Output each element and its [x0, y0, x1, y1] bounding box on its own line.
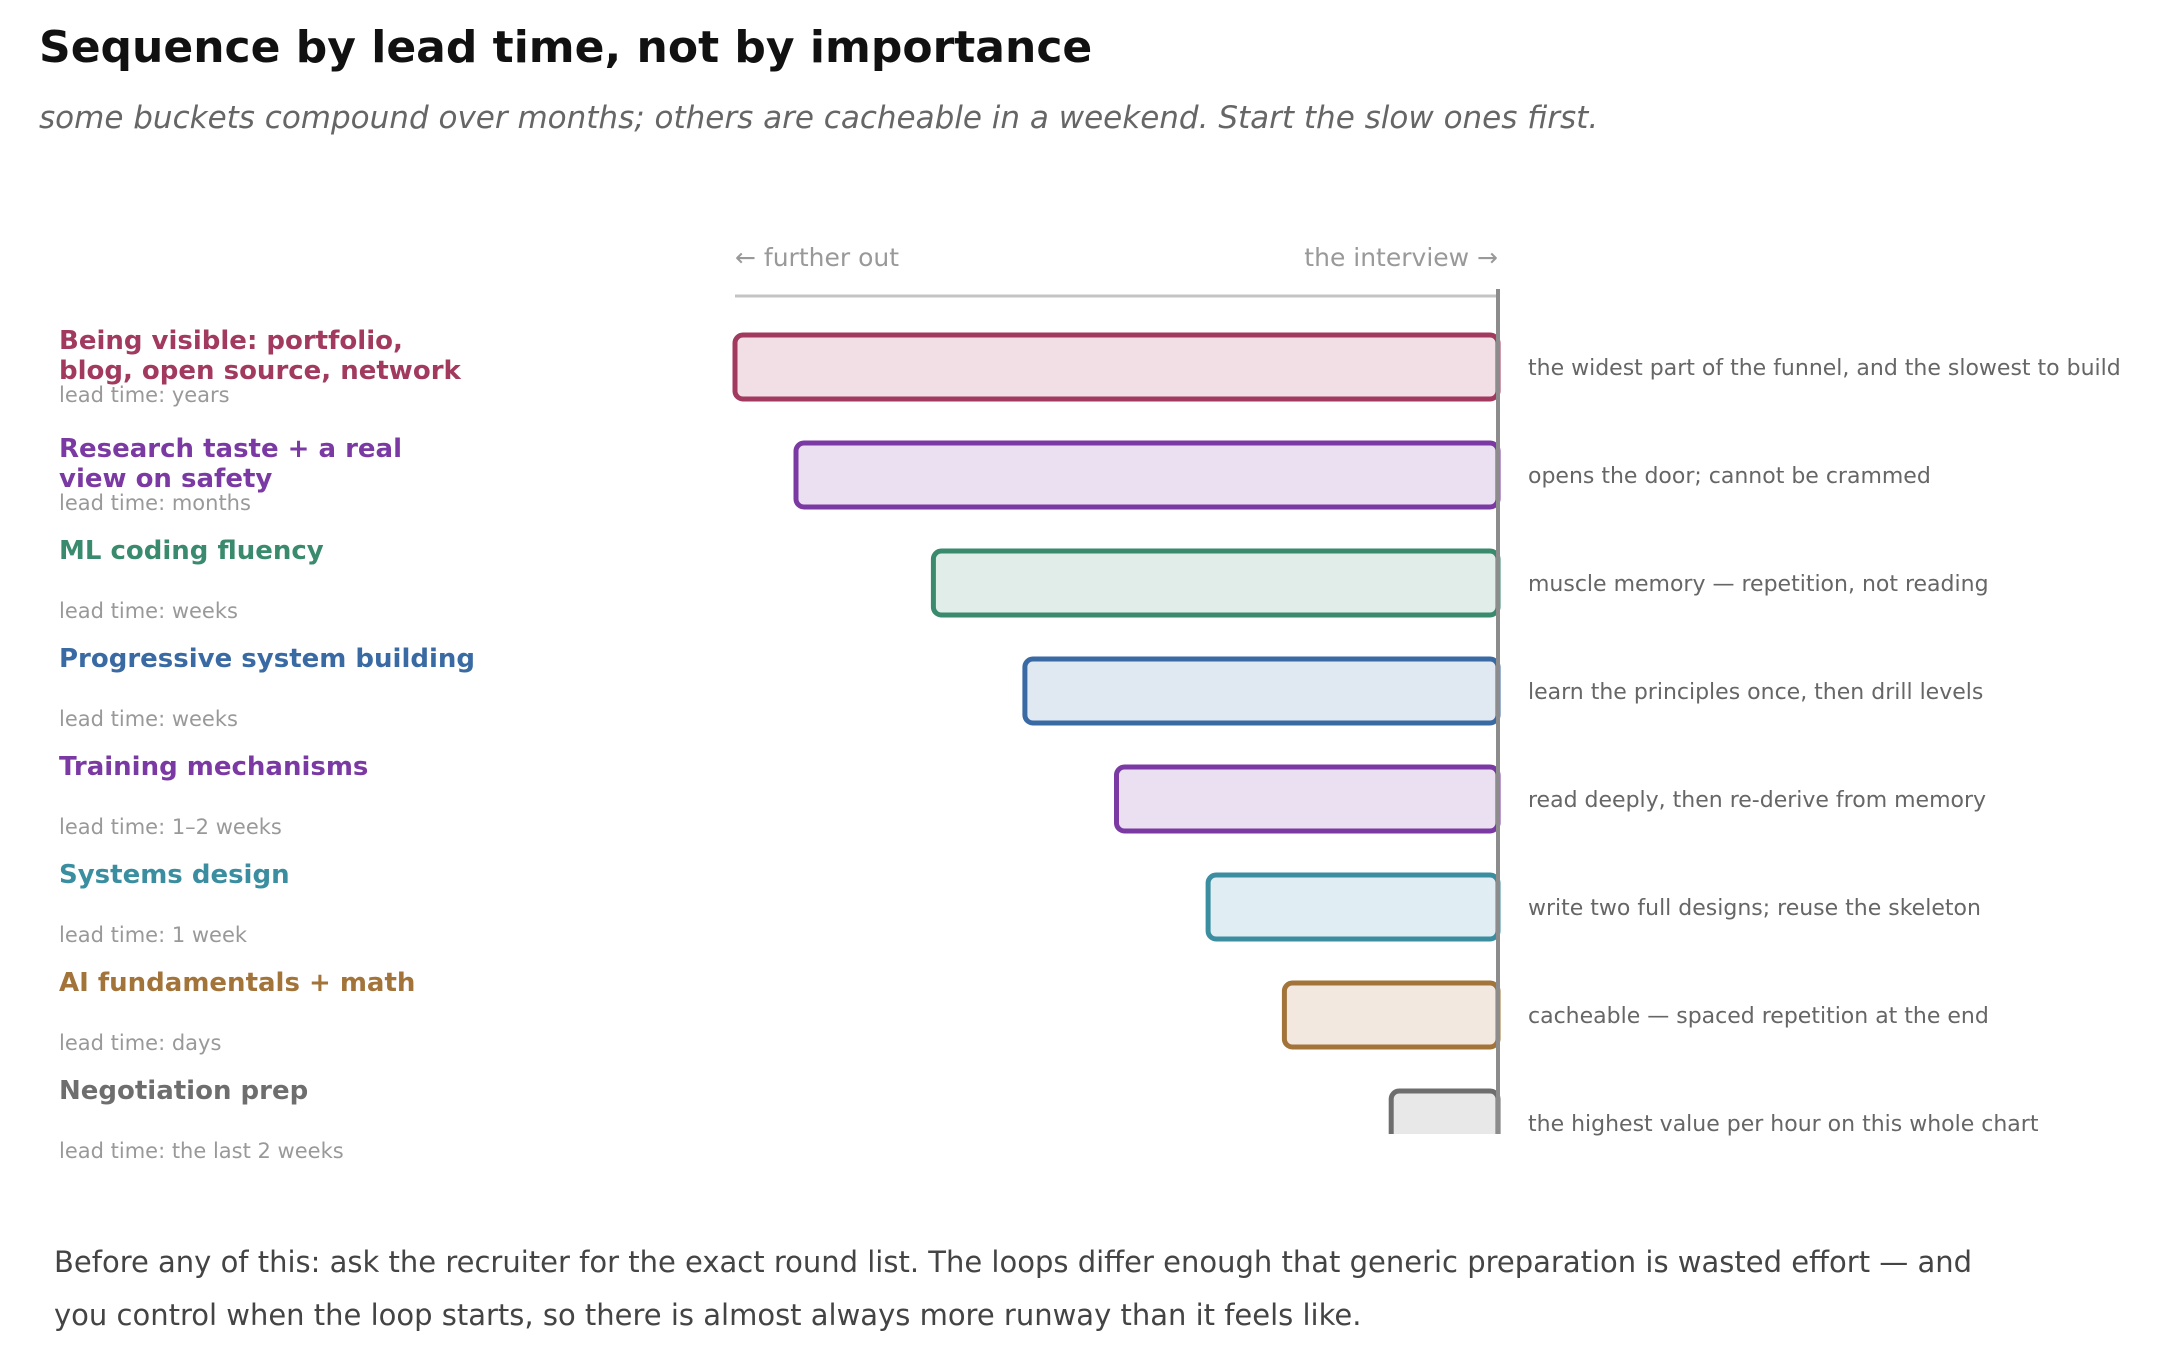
chart-row: Negotiation prep lead time: the last 2 we…	[59, 1076, 2039, 1163]
bucket-note: read deeply, then re-derive from memory	[1528, 788, 1986, 813]
lead-time-label: lead time: 1–2 weeks	[59, 815, 282, 839]
chart-rows: Being visible: portfolio,blog, open sour…	[59, 326, 2121, 1163]
bucket-note: the highest value per hour on this whole…	[1528, 1112, 2039, 1137]
bucket-label: blog, open source, network	[59, 356, 462, 386]
lead-time-bar	[1022, 656, 1501, 726]
lead-time-label: lead time: the last 2 weeks	[59, 1139, 344, 1163]
lead-time-chart: ← further out the interview → Being visi…	[59, 243, 2121, 1163]
footnote-line-2: you control when the loop starts, so the…	[54, 1298, 1362, 1332]
lead-time-bar	[930, 548, 1501, 618]
bucket-label: Being visible: portfolio,	[59, 326, 403, 356]
bucket-label: view on safety	[59, 464, 272, 494]
lead-time-label: lead time: weeks	[59, 599, 238, 623]
chart-row: Systems design lead time: 1 week write two…	[59, 860, 1981, 947]
lead-time-bar	[1281, 980, 1501, 1050]
chart-row: Training mechanisms lead time: 1–2 weeks r…	[59, 752, 1986, 839]
bucket-label: Progressive system building	[59, 644, 475, 674]
lead-time-bar	[1205, 872, 1501, 942]
bucket-note: muscle memory — repetition, not reading	[1528, 572, 1989, 597]
bucket-note: the widest part of the funnel, and the s…	[1528, 356, 2121, 381]
lead-time-bar	[732, 332, 1501, 402]
page-title: Sequence by lead time, not by importance	[39, 22, 1093, 73]
bucket-label: Negotiation prep	[59, 1076, 308, 1106]
chart-row: ML coding fluency lead time: weeks muscle …	[59, 536, 1989, 623]
bucket-label: Systems design	[59, 860, 290, 890]
lead-time-label: lead time: 1 week	[59, 923, 248, 947]
chart-row: Progressive system building lead time: we…	[59, 644, 1983, 731]
lead-time-bar	[1114, 764, 1501, 834]
page-subtitle: some buckets compound over months; other…	[39, 100, 1599, 136]
chart-row: Being visible: portfolio,blog, open sour…	[59, 326, 2121, 407]
footnote-line-1: Before any of this: ask the recruiter fo…	[54, 1245, 1973, 1279]
chart-row: AI fundamentals + math lead time: days cac…	[59, 968, 1989, 1055]
lead-time-label: lead time: days	[59, 1031, 221, 1055]
bucket-note: write two full designs; reuse the skelet…	[1528, 896, 1981, 921]
axis-left-label: ← further out	[735, 243, 899, 272]
bucket-label: Research taste + a real	[59, 434, 402, 464]
bucket-label: AI fundamentals + math	[59, 968, 415, 998]
bucket-label: ML coding fluency	[59, 536, 324, 566]
bucket-note: opens the door; cannot be crammed	[1528, 464, 1931, 489]
axis-right-label: the interview →	[1304, 243, 1498, 272]
bucket-note: learn the principles once, then drill le…	[1528, 680, 1983, 705]
bucket-note: cacheable — spaced repetition at the end	[1528, 1004, 1989, 1029]
lead-time-label: lead time: years	[59, 383, 230, 407]
lead-time-bar	[793, 440, 1501, 510]
footnote: Before any of this: ask the recruiter fo…	[54, 1236, 2054, 1342]
lead-time-bar	[1388, 1088, 1501, 1134]
bucket-label: Training mechanisms	[59, 752, 368, 782]
lead-time-label: lead time: months	[59, 491, 251, 515]
lead-time-label: lead time: weeks	[59, 707, 238, 731]
